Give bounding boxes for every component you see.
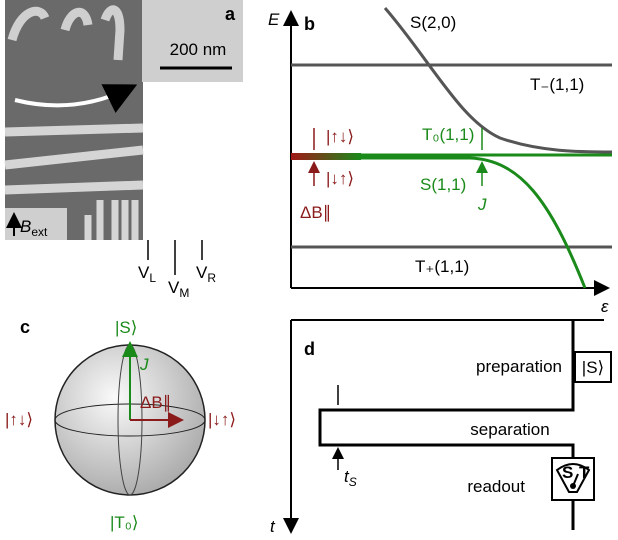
mixing-region [291, 153, 361, 160]
gate-lead [148, 240, 202, 275]
panel-a: a 200 nm Bext VL VM VR [5, 0, 243, 300]
state-label: |S⟩ [115, 318, 137, 337]
state-label: |↑↓⟩ [326, 127, 354, 146]
panel-label: c [20, 317, 30, 337]
state-label: J [477, 195, 487, 214]
state-label: T₀(1,1) [422, 125, 474, 144]
axis-label: t [270, 517, 276, 536]
state-label: |↓↑⟩ [326, 169, 354, 188]
scale-bar-label: 200 nm [170, 40, 227, 59]
panel-label: a [225, 4, 236, 24]
state-label: J [139, 355, 149, 374]
panel-label: b [304, 14, 315, 34]
axis-label: E [268, 10, 280, 29]
state-label: T₊(1,1) [415, 257, 469, 276]
state-label: |S⟩ [582, 358, 604, 377]
axis-label: ε [601, 297, 609, 316]
step-label: separation [470, 420, 549, 439]
step-label: preparation [476, 357, 562, 376]
state-label: |T₀⟩ [110, 513, 139, 532]
state-label: T₋(1,1) [530, 75, 584, 94]
state-label: |↓↑⟩ [208, 410, 236, 429]
gate-label: VR [196, 263, 216, 285]
state-label: S(1,1) [420, 175, 466, 194]
state-label: |↑↓⟩ [5, 410, 33, 429]
meter-label: T [579, 463, 590, 482]
panel-d: t d preparation |S⟩ separation tS readou… [270, 320, 611, 536]
gate-label: VM [168, 278, 189, 300]
state-label: ΔB∥ [140, 393, 171, 412]
panel-b: E ε b S(2,0) T₋(1,1) |↑↓⟩ |↓↑⟩ ΔB∥ T₀(1,… [268, 8, 612, 316]
step-label: readout [467, 477, 525, 496]
state-label: ΔB∥ [300, 203, 331, 222]
panel-c: c |S⟩ J ΔB∥ |↑↓⟩ |↓↑⟩ |T₀⟩ [5, 317, 236, 532]
figure: a 200 nm Bext VL VM VR E ε b S(2,0) T₋(1… [0, 0, 618, 540]
state-label: S(2,0) [410, 13, 456, 32]
time-label: tS [344, 467, 357, 489]
meter-label: S [562, 463, 573, 482]
panel-label: d [304, 339, 315, 359]
gate-label: VL [138, 263, 156, 285]
